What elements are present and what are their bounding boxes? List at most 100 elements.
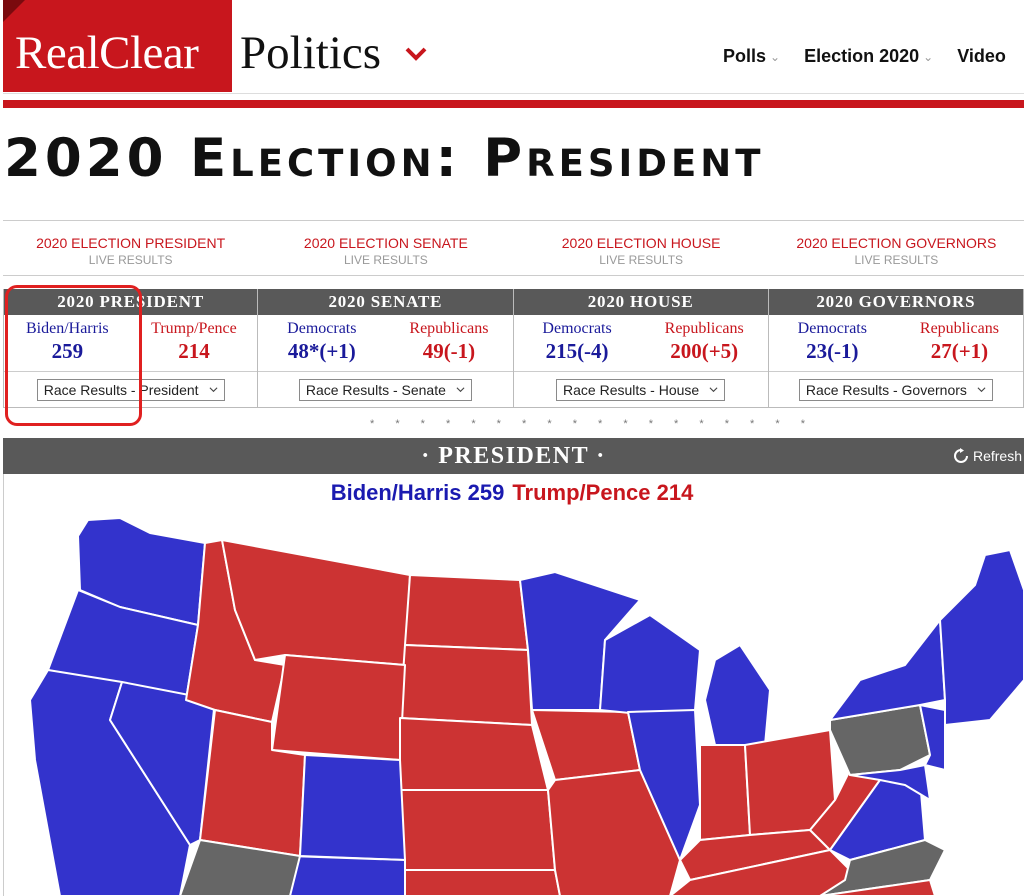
logo-politics-text[interactable]: Politics [240, 27, 382, 79]
tally-dem: Biden/Harris 259 [330, 480, 505, 505]
results-header[interactable]: 2020 GOVERNORS [768, 289, 1023, 315]
candidate-name: Trump/Pence [151, 320, 237, 337]
refresh-icon [954, 448, 968, 463]
party-name: Democrats [542, 320, 612, 337]
chevron-down-icon [209, 387, 218, 393]
results-summary-table: 2020 PRESIDENT Biden/Harris 259 Trump/Pe… [3, 289, 1024, 408]
refresh-label: Refresh [972, 448, 1022, 464]
party-name: Republicans [664, 320, 744, 337]
results-dem-side[interactable]: Democrats 215(-4) [514, 315, 641, 371]
logo-realclear-text: RealClear [15, 27, 199, 79]
party-total: 27(+1) [930, 339, 989, 363]
state-indiana[interactable] [699, 744, 751, 841]
party-total: 215(-4) [545, 339, 609, 363]
state-iowa[interactable] [531, 709, 641, 781]
results-dem-side[interactable]: Biden/Harris 259 [4, 315, 131, 371]
state-oklahoma[interactable] [404, 869, 561, 896]
race-results-select[interactable]: Race Results - Senate [298, 378, 472, 401]
state-new-jersey[interactable] [919, 704, 946, 771]
results-senate: 2020 SENATE Democrats 48*(+1) Republican… [258, 289, 514, 408]
nav-video-label: Video [957, 46, 1006, 66]
annotation-highlight-circle [5, 285, 142, 426]
live-link-house[interactable]: 2020 ELECTION HOUSE LIVE RESULTS [514, 221, 769, 275]
results-dem-side[interactable]: Democrats 23(-1) [769, 315, 896, 371]
party-name: Democrats [797, 320, 867, 337]
results-governors: 2020 GOVERNORS Democrats 23(-1) Republic… [768, 289, 1024, 408]
select-row: Race Results - House [514, 372, 768, 407]
nav-video[interactable]: Video [957, 46, 1006, 67]
live-link-title: 2020 ELECTION HOUSE [561, 235, 721, 251]
select-row: Race Results - Senate [258, 372, 512, 407]
results-header[interactable]: 2020 SENATE [258, 289, 513, 315]
results-header[interactable]: 2020 HOUSE [513, 289, 768, 315]
state-new-mexico[interactable] [289, 855, 406, 896]
state-tennessee[interactable] [669, 849, 851, 896]
refresh-button[interactable]: Refresh [953, 448, 1022, 464]
party-total: 200(+5) [670, 339, 739, 363]
state-illinois[interactable] [627, 709, 701, 861]
state-colorado[interactable] [299, 754, 406, 861]
live-results-bar: 2020 ELECTION PRESIDENT LIVE RESULTS 202… [3, 220, 1024, 276]
us-electoral-map [29, 517, 1024, 896]
party-total: 49(-1) [422, 339, 476, 363]
map-panel [3, 474, 1024, 896]
live-link-senate[interactable]: 2020 ELECTION SENATE LIVE RESULTS [258, 221, 513, 275]
results-dem-side[interactable]: Democrats 48*(+1) [258, 315, 385, 371]
state-georgia-sc[interactable] [819, 879, 936, 896]
state-wyoming[interactable] [271, 654, 406, 761]
chevron-down-icon[interactable] [404, 44, 428, 64]
header-red-rule [3, 100, 1024, 108]
top-navigation: Polls ⌄ Election 2020 ⌄ Video [723, 46, 1024, 67]
state-maryland[interactable] [849, 764, 931, 801]
chevron-down-icon [456, 387, 465, 393]
tally-rep: Trump/Pence 214 [512, 480, 694, 505]
results-rep-side[interactable]: Republicans 27(+1) [896, 315, 1023, 371]
state-new-england[interactable] [939, 549, 1024, 726]
live-link-governors[interactable]: 2020 ELECTION GOVERNORS LIVE RESULTS [769, 221, 1024, 275]
select-value: Race Results - President [43, 381, 199, 398]
race-results-select[interactable]: Race Results - House [556, 378, 726, 401]
results-rep-side[interactable]: Republicans 49(-1) [385, 315, 512, 371]
party-total: 48*(+1) [287, 339, 356, 363]
live-link-president[interactable]: 2020 ELECTION PRESIDENT LIVE RESULTS [3, 221, 258, 275]
state-north-dakota[interactable] [404, 574, 529, 651]
state-arizona[interactable] [179, 839, 301, 896]
state-south-dakota[interactable] [399, 644, 533, 726]
live-link-subtitle: LIVE RESULTS [88, 253, 173, 267]
map-section-header: · PRESIDENT · [3, 438, 1024, 474]
state-new-york[interactable] [829, 619, 946, 721]
state-michigan[interactable] [704, 644, 771, 746]
select-row: Race Results - President [4, 372, 257, 407]
chevron-down-icon: ⌄ [923, 49, 934, 64]
electoral-tally: Biden/Harris 259 Trump/Pence 214 [0, 480, 1024, 506]
state-kansas[interactable] [399, 789, 556, 871]
results-rep-side[interactable]: Trump/Pence 214 [131, 315, 258, 371]
nav-election-label: Election 2020 [804, 46, 920, 66]
select-row: Race Results - Governors [769, 372, 1023, 407]
party-name: Republicans [409, 320, 489, 337]
live-link-subtitle: LIVE RESULTS [343, 253, 428, 267]
chevron-down-icon [709, 387, 718, 393]
party-total: 23(-1) [806, 339, 859, 363]
results-body: Democrats 48*(+1) Republicans 49(-1) [258, 315, 513, 372]
state-nebraska[interactable] [399, 717, 549, 791]
candidate-total: 214 [178, 339, 210, 363]
chevron-down-icon [977, 387, 986, 393]
live-link-title: 2020 ELECTION SENATE [303, 235, 468, 251]
separator-dots: * * * * * * * * * * * * * * * * * * [370, 418, 815, 430]
header-divider [3, 93, 1024, 94]
nav-polls[interactable]: Polls ⌄ [723, 46, 780, 67]
nav-election-2020[interactable]: Election 2020 ⌄ [804, 46, 933, 67]
race-results-select[interactable]: Race Results - President [36, 378, 225, 401]
party-name: Republicans [919, 320, 999, 337]
logo-brand-box[interactable]: RealClear [3, 0, 232, 92]
live-link-subtitle: LIVE RESULTS [599, 253, 684, 267]
live-link-title: 2020 ELECTION GOVERNORS [796, 235, 997, 251]
race-results-select[interactable]: Race Results - Governors [798, 378, 993, 401]
results-body: Democrats 215(-4) Republicans 200(+5) [513, 315, 768, 372]
chevron-down-icon: ⌄ [770, 49, 781, 64]
select-value: Race Results - House [563, 381, 700, 398]
select-value: Race Results - Governors [805, 381, 967, 398]
results-rep-side[interactable]: Republicans 200(+5) [641, 315, 768, 371]
state-montana[interactable] [221, 539, 411, 666]
